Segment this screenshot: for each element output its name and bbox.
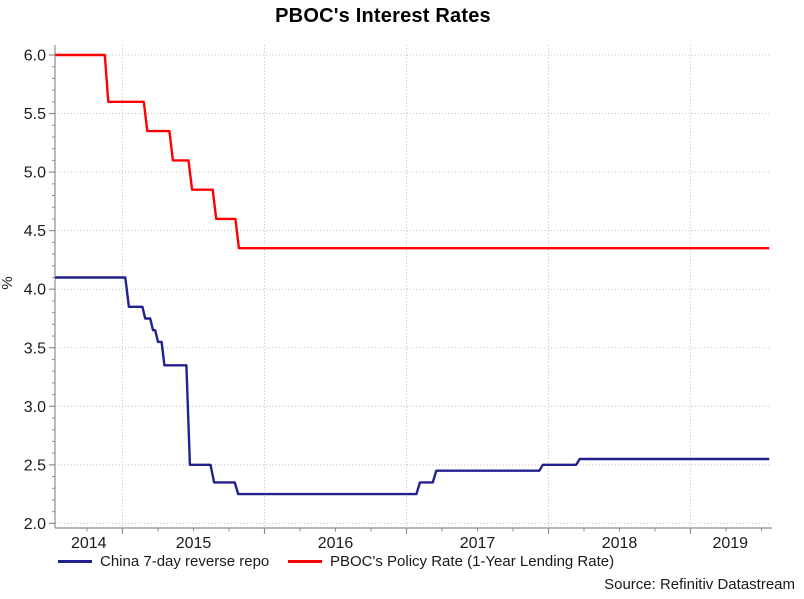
y-tick-label: 3.0 xyxy=(24,399,46,416)
x-tick-label: 2015 xyxy=(176,535,212,552)
x-tick-label: 2014 xyxy=(71,535,107,552)
source-credit: Source: Refinitiv Datastream xyxy=(604,576,795,593)
legend-label-reverse-repo: China 7-day reverse repo xyxy=(100,553,270,570)
y-tick-label: 2.0 xyxy=(24,516,46,533)
y-tick-label: 4.0 xyxy=(24,282,46,299)
series-line-pboc-policy-rate xyxy=(55,53,770,250)
y-tick-label: 3.5 xyxy=(24,340,46,357)
legend-item-policy-rate: PBOC's Policy Rate (1-Year Lending Rate) xyxy=(288,553,614,570)
x-tick-label: 2017 xyxy=(460,535,496,552)
y-tick-label: 5.0 xyxy=(24,165,46,182)
x-tick-label: 2018 xyxy=(602,535,638,552)
y-tick-label: 6.0 xyxy=(24,48,46,65)
x-tick-label: 2019 xyxy=(712,535,748,552)
legend-line-swatch-blue xyxy=(58,560,92,563)
legend-label-policy-rate: PBOC's Policy Rate (1-Year Lending Rate) xyxy=(330,553,615,570)
y-tick-label: 5.5 xyxy=(24,106,46,123)
y-tick-label: 2.5 xyxy=(24,457,46,474)
y-axis-unit-label: % xyxy=(0,276,16,289)
series-line-china-7-day-reverse-repo xyxy=(55,276,770,496)
legend-line-swatch-red xyxy=(288,560,322,563)
y-tick-label: 4.5 xyxy=(24,223,46,240)
chart-title: PBOC's Interest Rates xyxy=(275,5,491,27)
x-tick-label: 2016 xyxy=(318,535,354,552)
legend-item-reverse-repo: China 7-day reverse repo xyxy=(58,553,269,570)
